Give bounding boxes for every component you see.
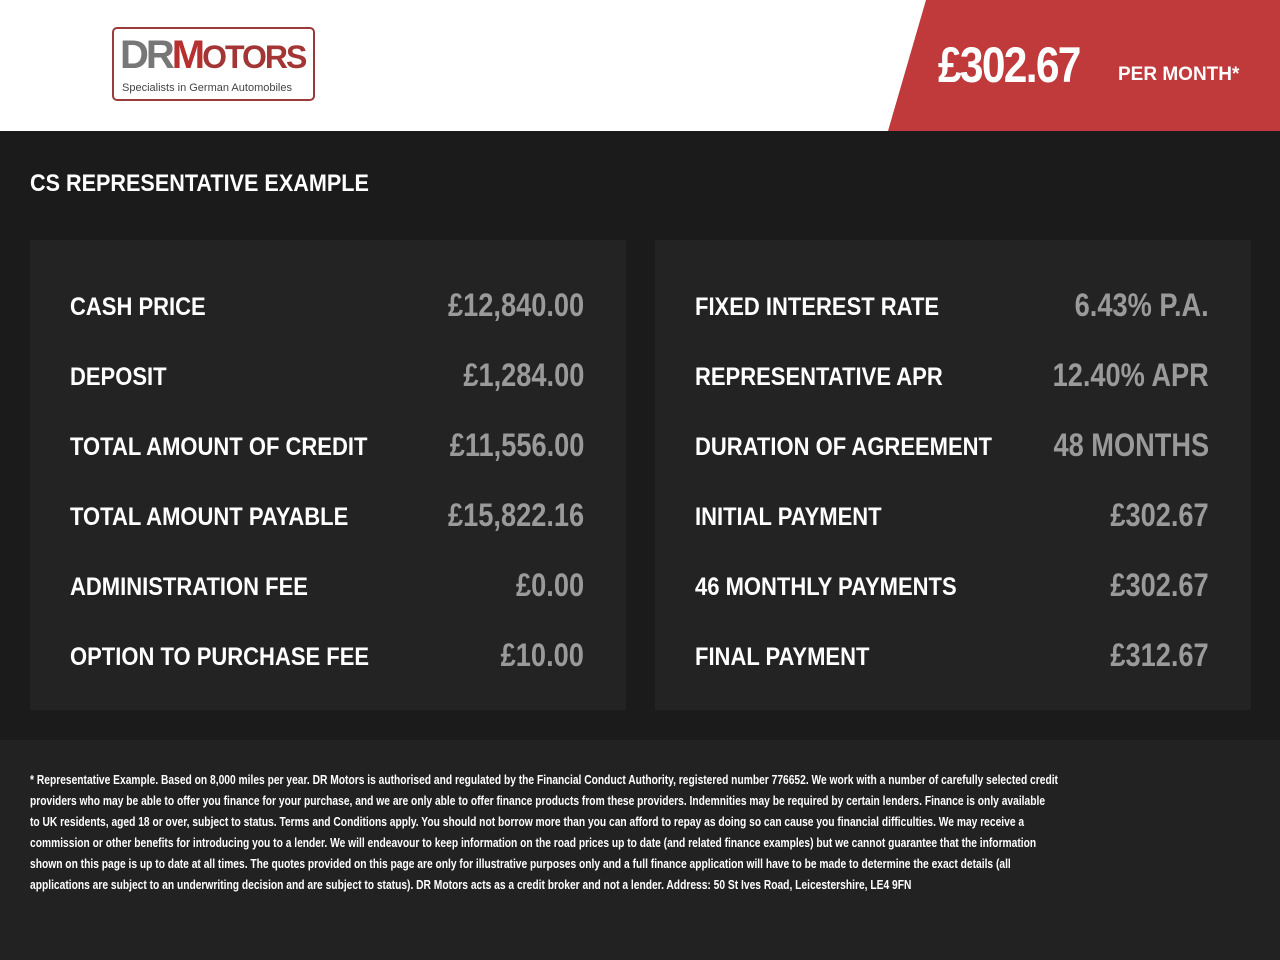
disclaimer-text: * Representative Example. Based on 8,000…	[30, 770, 1280, 896]
finance-label: REPRESENTATIVE APR	[695, 363, 943, 391]
finance-label: CASH PRICE	[70, 293, 206, 321]
finance-row: CASH PRICE £12,840.00	[70, 285, 584, 325]
finance-row: DURATION OF AGREEMENT 48 MONTHS	[695, 425, 1209, 465]
finance-value: £1,284.00	[462, 357, 584, 393]
disclaimer-line: providers who may be able to offer you f…	[30, 794, 1046, 808]
finance-label: DURATION OF AGREEMENT	[695, 433, 992, 461]
finance-row: REPRESENTATIVE APR 12.40% APR	[695, 355, 1209, 395]
disclaimer-line: applications are subject to an underwrit…	[30, 878, 912, 892]
finance-value: £12,840.00	[447, 287, 584, 323]
finance-value: £312.67	[1110, 637, 1209, 673]
finance-row: FINAL PAYMENT £312.67	[695, 635, 1209, 675]
finance-row: TOTAL AMOUNT PAYABLE £15,822.16	[70, 495, 584, 535]
finance-label: FIXED INTEREST RATE	[695, 293, 940, 321]
finance-value: 12.40% APR	[1052, 357, 1209, 393]
disclaimer-line: commission or other benefits for introdu…	[30, 836, 1037, 850]
monthly-price: £302.67	[938, 37, 1081, 93]
finance-panel-left: CASH PRICE £12,840.00 DEPOSIT £1,284.00 TOTA…	[30, 240, 626, 710]
finance-row: OPTION TO PURCHASE FEE £10.00	[70, 635, 584, 675]
disclaimer-line: * Representative Example. Based on 8,000…	[30, 773, 1058, 787]
finance-row: TOTAL AMOUNT OF CREDIT £11,556.00	[70, 425, 584, 465]
finance-label: 46 MONTHLY PAYMENTS	[695, 573, 957, 601]
finance-value: 48 MONTHS	[1053, 427, 1209, 463]
per-month-label: PER MONTH*	[1118, 64, 1240, 85]
finance-value: £302.67	[1110, 497, 1209, 533]
finance-value: £302.67	[1110, 567, 1209, 603]
header: DRMOTORS Specialists in German Automobil…	[0, 0, 1280, 131]
finance-row: ADMINISTRATION FEE £0.00	[70, 565, 584, 605]
finance-row: 46 MONTHLY PAYMENTS £302.67	[695, 565, 1209, 605]
disclaimer-line: to UK residents, aged 18 or over, subjec…	[30, 815, 1025, 829]
logo-tagline: Specialists in German Automobiles	[122, 82, 292, 94]
footer-disclaimer: * Representative Example. Based on 8,000…	[0, 740, 1280, 960]
finance-label: INITIAL PAYMENT	[695, 503, 882, 531]
section-title: CS REPRESENTATIVE EXAMPLE	[30, 170, 369, 197]
finance-panel-right: FIXED INTEREST RATE 6.43% P.A. REPRESENTAT…	[655, 240, 1251, 710]
monthly-price-badge: £302.67 PER MONTH*	[888, 0, 1280, 131]
finance-label: OPTION TO PURCHASE FEE	[70, 643, 370, 671]
finance-label: ADMINISTRATION FEE	[70, 573, 308, 601]
finance-row: DEPOSIT £1,284.00	[70, 355, 584, 395]
dr-motors-logo: DRMOTORS Specialists in German Automobil…	[112, 27, 315, 101]
finance-row: FIXED INTEREST RATE 6.43% P.A.	[695, 285, 1209, 325]
finance-row: INITIAL PAYMENT £302.67	[695, 495, 1209, 535]
finance-label: DEPOSIT	[70, 363, 167, 391]
finance-label: TOTAL AMOUNT PAYABLE	[70, 503, 349, 531]
disclaimer-line: shown on this page is up to date at all …	[30, 857, 1011, 871]
finance-value: £15,822.16	[447, 497, 584, 533]
finance-value: 6.43% P.A.	[1074, 287, 1209, 323]
finance-label: FINAL PAYMENT	[695, 643, 870, 671]
finance-label: TOTAL AMOUNT OF CREDIT	[70, 433, 368, 461]
finance-value: £10.00	[500, 637, 584, 673]
finance-value: £11,556.00	[449, 427, 584, 463]
finance-value: £0.00	[515, 567, 584, 603]
logo-wordmark: DRMOTORS	[120, 33, 307, 77]
